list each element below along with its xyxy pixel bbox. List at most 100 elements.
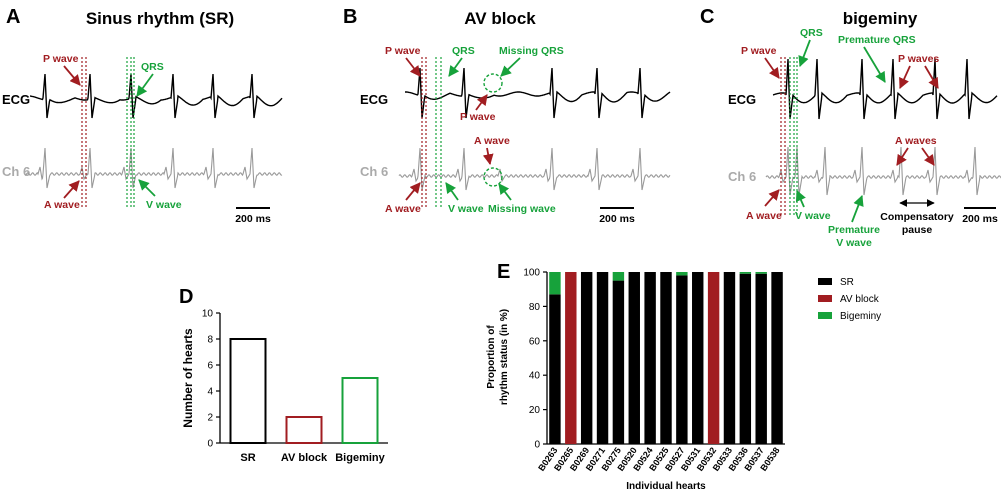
panel-e-bar-segment [707, 272, 720, 444]
panel-b-ecg-trace [405, 67, 671, 119]
panel-b-scale-label: 200 ms [599, 213, 635, 225]
panel-c-premature-v-label-1: Premature [828, 224, 880, 236]
panel-e-bar-segment [549, 294, 561, 444]
panel-b-ch-trace [398, 147, 671, 191]
panel-b-missing-qrs-label: Missing QRS [499, 45, 564, 57]
panel-b-p-wave2-arrow [475, 94, 488, 111]
panel-e-letter: E [497, 261, 510, 283]
panel-a-ecg-label: ECG [2, 92, 30, 107]
panel-e-ylabel-1: Proportion of [486, 325, 497, 389]
panel-e-bar-segment [676, 275, 688, 444]
panel-c-compensatory-label-1: Compensatory [880, 211, 954, 223]
panel-d-bars [229, 338, 379, 444]
panel-a-qrs-label: QRS [141, 61, 164, 73]
panel-e-legend-swatch [818, 295, 832, 302]
panel-c-p-wave-label: P wave [741, 45, 777, 57]
panel-e-bar-segment [755, 272, 767, 274]
panel-e-bar-segment [739, 273, 752, 444]
panel-c-compensatory-label-2: pause [902, 224, 933, 236]
panel-e-bar-segment [692, 272, 704, 444]
panel-b-missing-wave-arrow [498, 183, 512, 201]
panel-c-a-waves-arrow-1 [896, 147, 909, 166]
panel-a-title: Sinus rhythm (SR) [86, 9, 234, 28]
panel-c-p-wave-arrow [764, 57, 780, 79]
panel-b-qrs-label: QRS [452, 45, 475, 57]
panel-d-ytick-label: 4 [207, 387, 213, 398]
panel-e-bar-segment [723, 272, 736, 444]
panel-e-legend-label: AV block [840, 294, 880, 305]
panel-e-legend-swatch [818, 278, 832, 285]
panel-b-a-wave-arrow [405, 182, 421, 201]
panel-a-qrs-arrow [136, 73, 154, 97]
panel-d-ytick-label: 0 [207, 439, 213, 450]
panel-e-bars [549, 272, 783, 444]
panel-a-letter: A [6, 6, 20, 28]
panel-a-p-wave-label: P wave [43, 53, 79, 65]
panel-e-ytick-label: 60 [529, 336, 541, 347]
panel-b-missing-wave-label: Missing wave [488, 203, 556, 215]
panel-d-ylabel: Number of hearts [181, 328, 195, 428]
panel-e-legend-label: SR [840, 277, 854, 288]
panel-e-legend-swatch [818, 312, 832, 319]
panel-b-missing-qrs-arrow [500, 57, 521, 77]
panel-c-a-wave-arrow [764, 189, 780, 207]
panel-d-category-label: Bigeminy [335, 452, 385, 464]
panel-b-letter: B [343, 6, 357, 28]
panel-e-bar-segment [596, 272, 609, 444]
panel-d: D Number of hearts 0 2 4 6 8 10 SR AV block Big… [179, 286, 388, 464]
panel-b-v-wave-arrow [445, 182, 459, 201]
panel-e-legend-label: Bigeminy [840, 311, 881, 322]
panel-d-category-label: SR [240, 452, 255, 464]
panel-e-bar-segment [565, 272, 577, 444]
panel-c-premature-v-label-2: V wave [836, 237, 872, 249]
panel-d-category-label: AV block [281, 452, 328, 464]
panel-b: B AV block ECG Ch 6 P wave QRS Missing Q… [343, 6, 671, 225]
panel-e-bar-segment [755, 273, 767, 444]
panel-e-bar-segment [644, 272, 656, 444]
panel-c-v-wave-arrow [795, 190, 806, 208]
panel-c-p-waves-arrow-2 [924, 65, 939, 89]
panel-d-bar [341, 377, 379, 444]
panel-a: A Sinus rhythm (SR) ECG Ch 6 P wave QRS … [2, 6, 283, 225]
panel-e-bar-segment [549, 272, 561, 295]
panel-d-ytick-label: 6 [207, 361, 213, 372]
panel-e-bar-segment [739, 272, 752, 274]
panel-c-ch-trace [765, 146, 1001, 196]
panel-c-p-waves-arrow-1 [899, 65, 911, 89]
panel-c-ch-label: Ch 6 [728, 169, 756, 184]
panel-a-p-wave-arrow [63, 65, 81, 86]
panel-d-categories: SR AV block Bigeminy [240, 452, 385, 464]
panel-c-premature-qrs-arrow [863, 46, 886, 83]
panel-e-bar-segment [660, 272, 672, 444]
panel-e-ylabel-2: rhythm status (in %) [499, 309, 510, 405]
panel-a-v-wave-label: V wave [146, 199, 182, 211]
panel-b-ch-label: Ch 6 [360, 164, 388, 179]
panel-d-ytick-label: 10 [202, 309, 214, 320]
panel-c: C bigeminy ECG Ch 6 P wave QRS Premature… [700, 6, 1001, 249]
panel-e: E Proportion of rhythm status (in %) 0 20… [486, 261, 881, 491]
panel-b-a-wave2-label: A wave [474, 135, 510, 147]
panel-c-a-waves-label: A waves [895, 135, 937, 147]
panel-e-xlabel: Individual hearts [626, 481, 706, 491]
panel-b-title: AV block [464, 9, 536, 28]
panel-b-a-wave2-arrow [482, 147, 494, 166]
panel-d-ticks: 0 2 4 6 8 10 [202, 309, 220, 450]
panel-e-bar-segment [612, 280, 625, 444]
panel-c-qrs-arrow [798, 39, 811, 68]
panel-b-p-wave-arrow [405, 57, 421, 77]
panel-b-a-wave-label: A wave [385, 203, 421, 215]
panel-b-v-wave-label: V wave [448, 203, 484, 215]
panel-c-ecg-label: ECG [728, 92, 756, 107]
panel-e-bar-segment [580, 272, 593, 444]
panel-e-categories: B0263B0265B0269B0271B0275B0520B0524B0525… [536, 445, 782, 472]
panel-b-qrs-arrow [448, 57, 463, 77]
panel-c-a-wave-label: A wave [746, 210, 782, 222]
panel-a-ch-trace [24, 147, 283, 189]
panel-a-ecg-trace [30, 73, 283, 119]
panel-b-p-wave2-label: P wave [460, 111, 496, 123]
panel-e-ticks: 0 20 40 60 80 100 [523, 268, 547, 451]
panel-c-v-wave-label: V wave [795, 210, 831, 222]
panel-d-bar [285, 416, 323, 444]
panel-c-qrs-label: QRS [800, 27, 823, 39]
panel-e-ytick-label: 20 [529, 405, 541, 416]
